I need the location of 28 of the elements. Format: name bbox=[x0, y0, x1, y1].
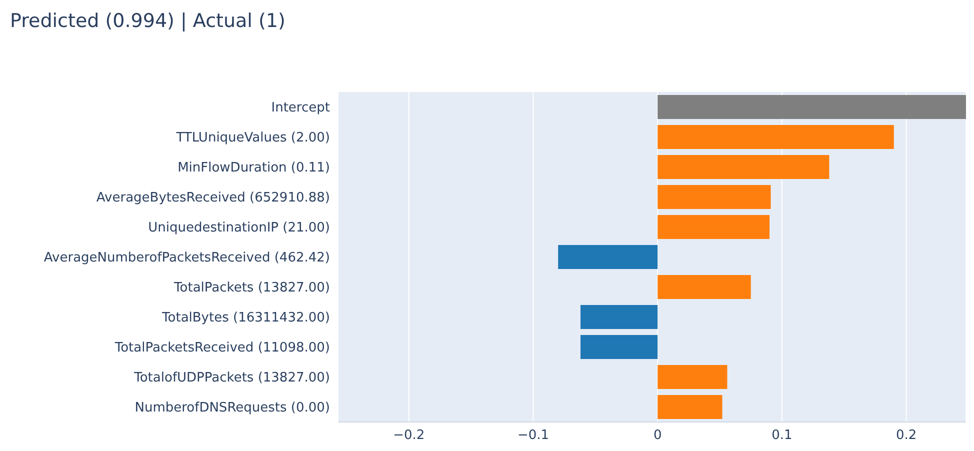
y-tick-label: TTLUniqueValues (2.00) bbox=[175, 130, 330, 146]
bar bbox=[658, 155, 830, 179]
y-tick-label: UniquedestinationIP (21.00) bbox=[148, 220, 330, 236]
bar bbox=[658, 215, 770, 239]
text: Predicted (0.994) | Actual (1) bbox=[9, 9, 286, 34]
bar bbox=[658, 95, 966, 119]
x-tick-label: −0.1 bbox=[517, 428, 550, 444]
bar bbox=[658, 275, 751, 299]
y-tick-label: NumberofDNSRequests (0.00) bbox=[134, 400, 330, 416]
bar bbox=[580, 305, 658, 329]
x-tick-label: 0.1 bbox=[772, 428, 792, 444]
y-tick-label: TotalBytes (16311432.00) bbox=[161, 310, 330, 326]
bar bbox=[658, 185, 771, 209]
x-tick-label: 0.2 bbox=[896, 428, 917, 444]
y-tick-label: AverageBytesReceived (652910.88) bbox=[96, 190, 330, 206]
bar bbox=[658, 395, 722, 419]
y-tick-label: TotalPackets (13827.00) bbox=[173, 280, 330, 296]
y-tick-label: TotalofUDPPackets (13827.00) bbox=[133, 370, 330, 386]
y-tick-label: Intercept bbox=[271, 100, 330, 116]
bar bbox=[658, 125, 894, 149]
y-tick-label: MinFlowDuration (0.11) bbox=[178, 160, 330, 176]
y-tick-label: TotalPacketsReceived (11098.00) bbox=[114, 340, 330, 356]
bar bbox=[658, 365, 728, 389]
bar bbox=[558, 245, 658, 269]
bar bbox=[580, 335, 658, 359]
x-tick-label: −0.2 bbox=[393, 428, 425, 444]
y-tick-label: AverageNumberofPacketsReceived (462.42) bbox=[44, 250, 330, 266]
x-tick-label: 0 bbox=[653, 428, 662, 444]
